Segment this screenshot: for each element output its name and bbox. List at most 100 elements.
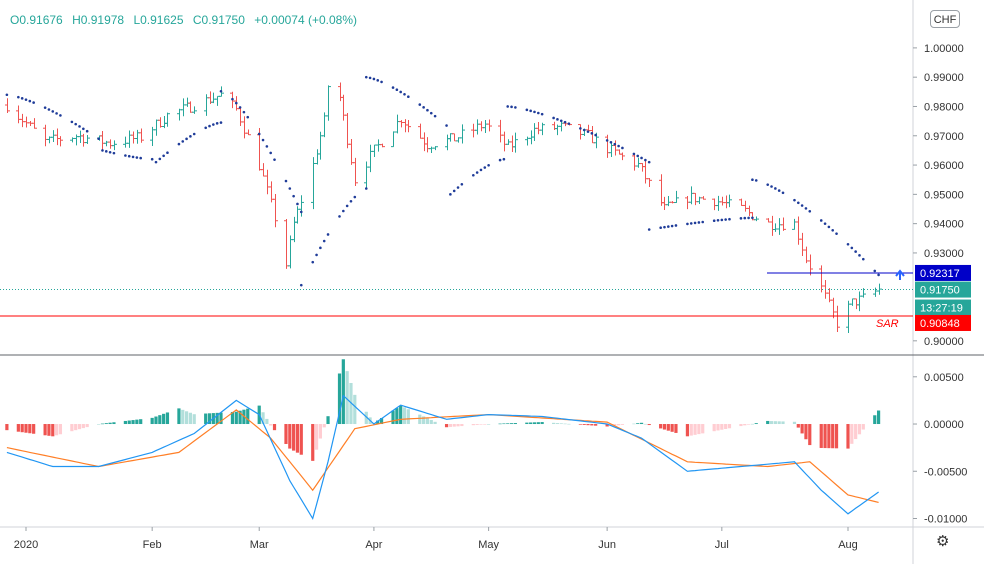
macd-tick-label: 0.00500	[924, 372, 964, 384]
sar-dot	[835, 232, 838, 235]
sar-dot	[238, 106, 242, 109]
macd-histogram-bar	[689, 424, 693, 436]
time-tick-label: May	[478, 539, 499, 551]
macd-histogram-bar	[192, 414, 196, 425]
macd-histogram-bar	[32, 424, 36, 434]
high-value: H0.91978	[72, 13, 125, 27]
sar-dot	[640, 156, 643, 160]
macd-histogram-bar	[834, 424, 839, 449]
price-tick-label: 0.95000	[924, 189, 964, 201]
macd-histogram-bar	[165, 412, 170, 425]
sar-dot	[720, 218, 724, 222]
sar-dot	[426, 108, 429, 112]
sar-dot	[74, 122, 78, 126]
macd-histogram-bar	[139, 419, 143, 425]
macd-histogram-bar	[460, 424, 464, 427]
sar-dot	[150, 157, 154, 161]
sar-dot	[97, 137, 100, 140]
sar-dot	[82, 127, 85, 131]
sar-dot	[540, 112, 544, 116]
macd-histogram-bar	[617, 424, 621, 426]
sar-dot	[376, 79, 380, 82]
gear-icon[interactable]: ⚙	[936, 533, 950, 550]
sar-dot	[391, 86, 395, 89]
sar-dot	[368, 76, 372, 80]
sar-dot	[659, 226, 662, 230]
macd-histogram-bar	[475, 424, 479, 425]
sar-dot	[78, 125, 81, 128]
sar-dot	[777, 189, 781, 192]
sar-dot	[846, 242, 850, 246]
sar-dot	[32, 101, 35, 104]
sar-dot	[208, 124, 211, 128]
macd-histogram-bar	[498, 423, 502, 425]
sar-dot	[315, 253, 318, 257]
macd-histogram-bar	[727, 424, 732, 429]
sar-dot	[47, 108, 51, 111]
sar-dot	[192, 132, 196, 136]
sar-dot	[877, 273, 880, 277]
macd-histogram-bar	[311, 424, 315, 461]
macd-histogram-bar	[659, 424, 663, 429]
macd-histogram-bar	[766, 420, 770, 425]
macd-histogram-bar	[724, 424, 728, 429]
macd-histogram-bar	[800, 424, 804, 434]
sar-dot	[449, 193, 452, 196]
sar-dot	[529, 109, 532, 113]
sar-dot	[20, 97, 24, 100]
sar-dot	[372, 77, 376, 81]
sar-dot	[456, 186, 460, 189]
macd-histogram-bar	[112, 422, 116, 425]
macd-histogram-bar	[808, 424, 812, 446]
sar-top-label-bg	[915, 264, 971, 281]
change-value: +0.00074 (+0.08%)	[254, 13, 357, 27]
macd-histogram-bar	[873, 415, 877, 425]
sar-dot	[246, 115, 250, 119]
sar-dot	[326, 233, 330, 236]
macd-histogram-bar	[188, 412, 192, 425]
sar-dot	[586, 130, 590, 133]
currency-button[interactable]: CHF	[930, 10, 960, 28]
sar-dot	[215, 122, 219, 125]
sar-dot	[51, 110, 55, 113]
macd-histogram-bar	[720, 424, 724, 430]
arrow-up-icon[interactable]	[895, 269, 905, 280]
sar-dot	[724, 218, 727, 221]
sar-dot	[433, 114, 437, 118]
sar-dot	[292, 194, 295, 198]
sar-dot	[483, 166, 487, 169]
sar-dot	[166, 151, 169, 155]
macd-histogram-bar	[322, 424, 326, 428]
sar-dot	[234, 101, 238, 105]
macd-histogram-bar	[154, 416, 158, 425]
sar-dot	[556, 118, 559, 121]
sar-dot	[422, 106, 425, 109]
sar-dot	[345, 204, 349, 208]
macd-histogram-bar	[269, 424, 273, 426]
macd-histogram-bar	[234, 411, 238, 425]
macd-histogram-bar	[85, 424, 89, 428]
sar-dot	[319, 246, 322, 250]
time-tick-label: Mar	[250, 539, 269, 551]
sar-dot	[827, 225, 831, 229]
macd-histogram-bar	[620, 424, 625, 425]
sar-dot	[131, 155, 135, 159]
macd-histogram-bar	[769, 421, 774, 425]
ohlc-readout: O0.91676 H0.91978 L0.91625 C0.91750 +0.0…	[10, 13, 363, 27]
macd-histogram-bar	[104, 423, 108, 425]
sar-dot	[380, 80, 383, 84]
sar-dot	[364, 75, 368, 79]
macd-histogram-bar	[555, 423, 560, 425]
sar-dot	[647, 160, 651, 164]
macd-histogram-bar	[295, 424, 300, 453]
sar-dot	[242, 110, 246, 114]
macd-histogram-bar	[666, 424, 670, 431]
macd-histogram-bar	[81, 424, 85, 429]
macd-histogram-bar	[456, 424, 460, 427]
sar-dot	[269, 151, 272, 155]
sar-dot	[139, 156, 142, 160]
sar-dot	[858, 254, 861, 257]
sar-dot	[452, 189, 456, 193]
macd-histogram-bar	[97, 424, 101, 425]
